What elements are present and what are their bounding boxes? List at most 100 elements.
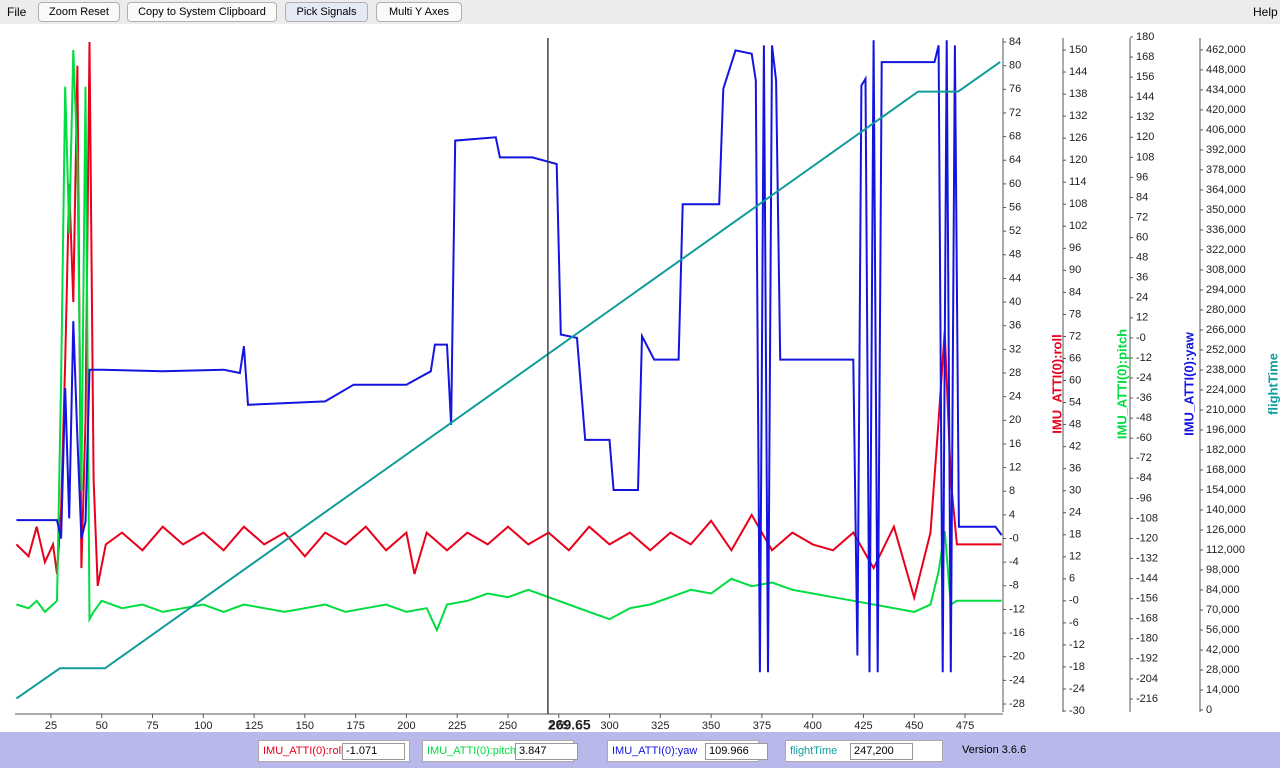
readout-name: flightTime [790,745,838,757]
y-tick-label: 66 [1069,352,1081,364]
multi-y-axes-button[interactable]: Multi Y Axes [376,2,462,22]
y-tick-label: -216 [1136,693,1158,705]
y-tick-label: 52 [1009,225,1021,237]
x-tick-label: 375 [753,720,771,732]
x-tick-label: 25 [45,720,57,732]
y-tick-label: 96 [1069,242,1081,254]
y-tick-label: 84,000 [1206,584,1240,596]
y-tick-label: 0 [1206,704,1212,716]
y-tick-label: -144 [1136,573,1158,585]
cursor-label: 269.65 [548,717,591,732]
y-tick-label: 70,000 [1206,604,1240,616]
y-tick-label: 12 [1069,551,1081,563]
y-tick-label: 126 [1069,132,1087,144]
y-tick-label: -96 [1136,492,1152,504]
x-tick-label: 275 [550,720,568,732]
y-tick-label: 210,000 [1206,404,1246,416]
axis-title: flightTime [1265,353,1280,415]
zoom-reset-button[interactable]: Zoom Reset [38,2,120,22]
y-tick-label: 20 [1009,414,1021,426]
y-tick-label: 114 [1069,176,1087,188]
y-tick-label: 80 [1009,60,1021,72]
y-tick-label: 84 [1136,191,1148,203]
y-tick-label: 56,000 [1206,624,1240,636]
y-tick-label: 32 [1009,343,1021,355]
axis-title: IMU_ATTI(0):pitch [1114,329,1129,439]
y-tick-label: 76 [1009,83,1021,95]
y-tick-label: 144 [1136,91,1154,103]
y-tick-label: 140,000 [1206,504,1246,516]
help-menu[interactable]: Help [1253,5,1278,19]
y-tick-label: 420,000 [1206,104,1246,116]
y-tick-label: 60 [1009,178,1021,190]
file-menu[interactable]: File [7,5,27,19]
pick-signals-button[interactable]: Pick Signals [285,2,368,22]
y-tick-label: 42,000 [1206,644,1240,656]
y-tick-label: 150 [1069,44,1087,56]
x-tick-label: 350 [702,720,720,732]
readout: IMU_ATTI(0):roll -1.071 [258,740,410,762]
x-tick-label: 450 [905,720,923,732]
y-tick-label: 280,000 [1206,304,1246,316]
y-tick-label: 112,000 [1206,544,1245,556]
y-tick-label: 12 [1136,312,1148,324]
y-tick-label: -156 [1136,593,1158,605]
y-tick-label: 36 [1136,272,1148,284]
readout: IMU_ATTI(0):pitch 3.847 [422,740,578,762]
y-tick-label: 78 [1069,308,1081,320]
version: Version 3.6.6 [962,744,1027,756]
y-tick-label: 132 [1069,110,1087,122]
y-tick-label: -0 [1069,595,1079,607]
y-tick-label: -28 [1009,698,1025,710]
y-tick-label: -180 [1136,633,1158,645]
y-tick-label: -168 [1136,613,1158,625]
x-tick-label: 125 [245,720,263,732]
series-line [15,61,1001,700]
y-tick-label: 14,000 [1206,684,1240,696]
status-bar: IMU_ATTI(0):roll -1.071 IMU_ATTI(0):pitch 3… [0,732,1280,768]
y-tick-label: 68 [1009,130,1021,142]
y-tick-label: -8 [1009,580,1019,592]
x-tick-label: 325 [651,720,669,732]
x-tick-label: 175 [346,720,364,732]
y-tick-label: 120 [1069,154,1087,166]
y-tick-label: -6 [1069,617,1079,629]
y-tick-label: 84 [1069,286,1081,298]
y-tick-label: 156 [1136,71,1154,83]
y-tick-label: 308,000 [1206,264,1246,276]
y-tick-label: 90 [1069,264,1081,276]
y-tick-label: 336,000 [1206,224,1246,236]
y-tick-label: 406,000 [1206,124,1246,136]
y-tick-label: 56 [1009,201,1021,213]
y-tick-label: 266,000 [1206,324,1246,336]
y-tick-label: -108 [1136,512,1158,524]
x-tick-label: 475 [956,720,974,732]
readout: flightTime 247,200 [785,740,943,762]
y-tick-label: 132 [1136,111,1154,123]
y-tick-label: 36 [1069,463,1081,475]
copy-button[interactable]: Copy to System Clipboard [127,2,277,22]
y-tick-label: 18 [1069,529,1081,541]
y-tick-label: 238,000 [1206,364,1246,376]
x-tick-label: 50 [96,720,108,732]
y-tick-label: 28 [1009,367,1021,379]
y-tick-label: 72 [1069,330,1081,342]
y-tick-label: 44 [1009,272,1021,284]
y-tick-label: -0 [1136,332,1146,344]
y-tick-label: 24 [1009,391,1021,403]
y-tick-label: -84 [1136,472,1152,484]
y-tick-label: -132 [1136,552,1158,564]
y-tick-label: 24 [1069,507,1081,519]
y-tick-label: 364,000 [1206,184,1246,196]
y-tick-label: 168,000 [1206,464,1246,476]
y-tick-label: 28,000 [1206,664,1240,676]
y-tick-label: 16 [1009,438,1021,450]
y-tick-label: 42 [1069,441,1081,453]
y-tick-label: -192 [1136,653,1158,665]
y-tick-label: 182,000 [1206,444,1246,456]
y-tick-label: 24 [1136,292,1148,304]
y-tick-label: -48 [1136,412,1152,424]
y-tick-label: -12 [1069,639,1085,651]
y-tick-label: -120 [1136,532,1158,544]
